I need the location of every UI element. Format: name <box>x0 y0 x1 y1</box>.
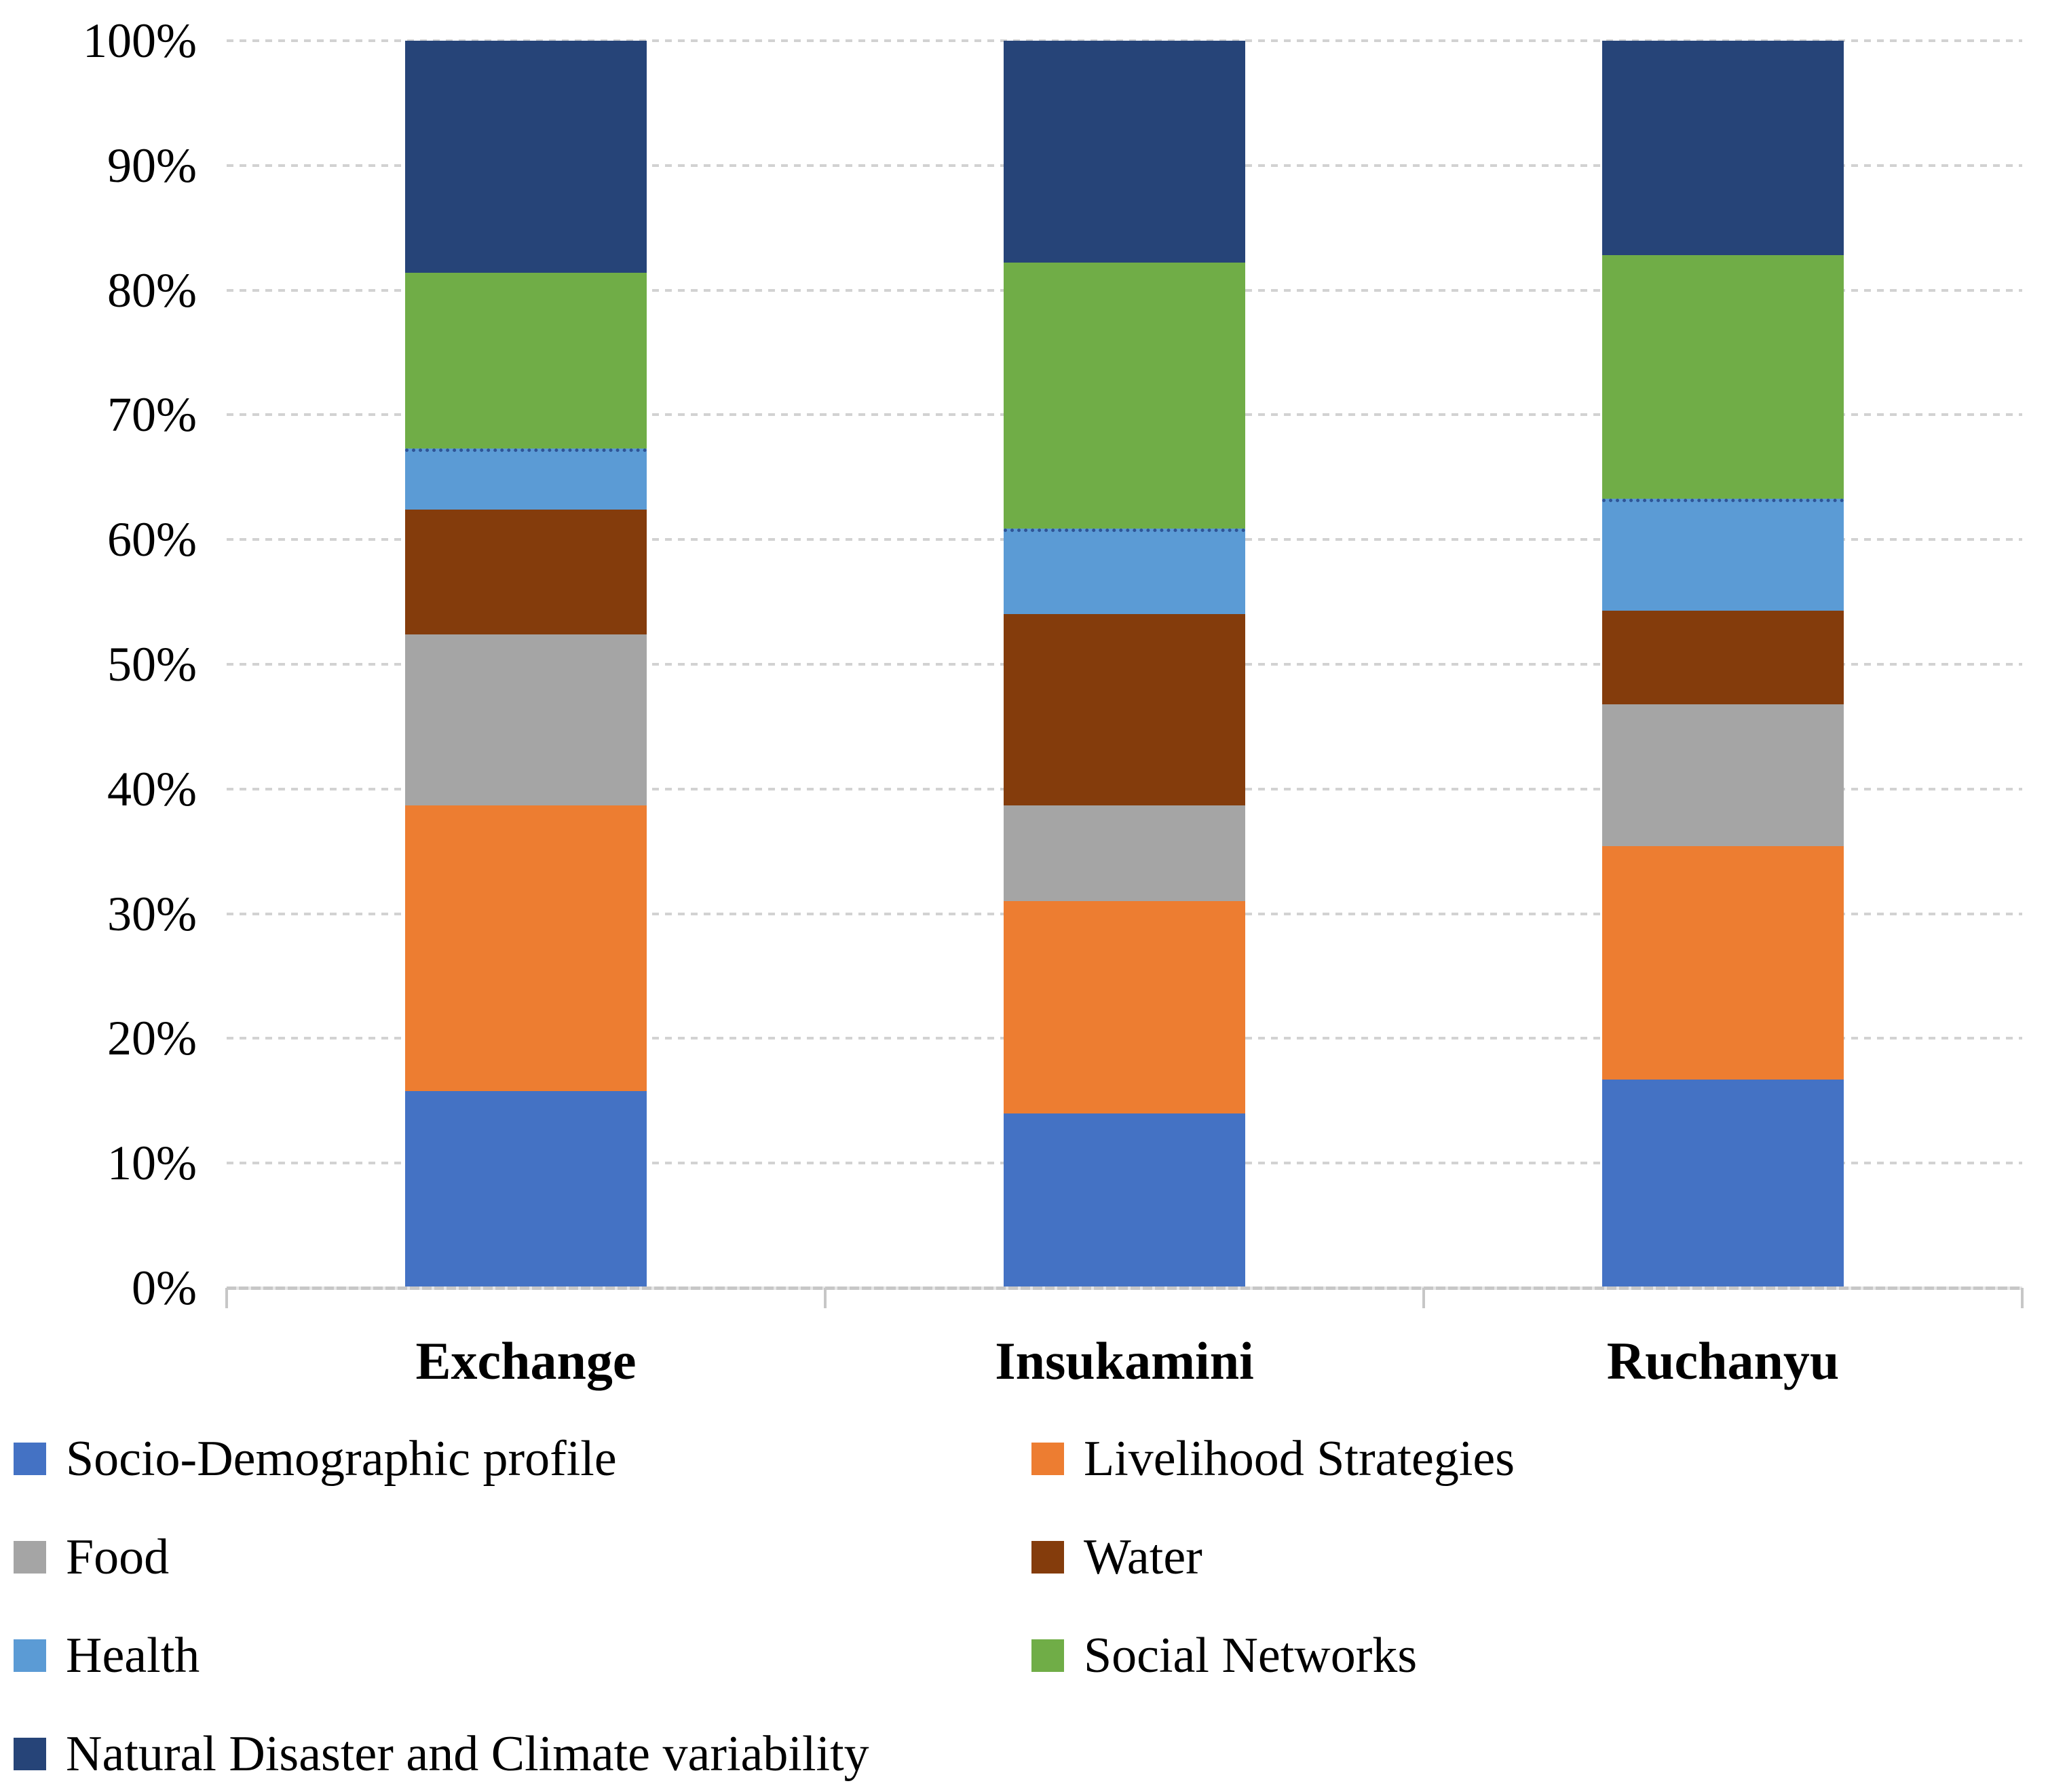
legend-swatch-icon <box>14 1738 46 1770</box>
y-axis-tick-label: 0% <box>132 1261 197 1315</box>
segment-livelihood-strategies <box>405 805 647 1091</box>
y-axis-tick-label: 20% <box>107 1011 197 1066</box>
legend-swatch-icon <box>1031 1639 1064 1672</box>
y-axis-tick-label: 60% <box>107 512 197 567</box>
segment-natural-disaster-and-climate-variability <box>1004 41 1245 263</box>
bar-ruchanyu <box>1602 41 1844 1288</box>
legend-swatch-icon <box>14 1639 46 1672</box>
legend-label: Natural Disaster and Climate variability <box>66 1726 869 1782</box>
segment-natural-disaster-and-climate-variability <box>1602 41 1844 256</box>
bar-exchange <box>405 41 647 1288</box>
segment-social-networks <box>1602 255 1844 499</box>
legend-label: Health <box>66 1628 200 1683</box>
segment-water <box>1602 610 1844 704</box>
segment-livelihood-strategies <box>1004 901 1245 1113</box>
x-axis-tick <box>1422 1288 1425 1308</box>
segment-health <box>405 449 647 510</box>
segment-food <box>405 634 647 805</box>
legend-label: Livelihood Strategies <box>1084 1431 1515 1487</box>
legend-label: Food <box>66 1529 170 1585</box>
segment-natural-disaster-and-climate-variability <box>405 41 647 273</box>
segment-socio-demographic-profile <box>405 1090 647 1288</box>
y-axis-tick-label: 30% <box>107 886 197 941</box>
segment-health <box>1004 528 1245 615</box>
category-label-exchange: Exchange <box>415 1331 637 1390</box>
y-axis-tick-label: 80% <box>107 263 197 318</box>
legend-label: Water <box>1084 1529 1202 1585</box>
x-axis-tick <box>824 1288 827 1308</box>
y-axis-tick-label: 70% <box>107 387 197 442</box>
segment-livelihood-strategies <box>1602 846 1844 1080</box>
x-axis-line <box>227 1286 2022 1290</box>
legend-swatch-icon <box>1031 1443 1064 1475</box>
segment-health <box>1602 498 1844 611</box>
y-axis-tick-label: 10% <box>107 1136 197 1191</box>
legend-swatch-icon <box>1031 1541 1064 1574</box>
legend-label: Socio-Demographic profile <box>66 1431 617 1487</box>
segment-social-networks <box>405 272 647 449</box>
segment-socio-demographic-profile <box>1602 1080 1844 1288</box>
x-axis-tick <box>2021 1288 2024 1308</box>
y-axis-tick-label: 90% <box>107 138 197 193</box>
segment-social-networks <box>1004 263 1245 529</box>
legend-swatch-icon <box>14 1443 46 1475</box>
category-label-ruchanyu: Ruchanyu <box>1606 1331 1840 1390</box>
segment-food <box>1602 704 1844 847</box>
segment-socio-demographic-profile <box>1004 1113 1245 1288</box>
bar-insukamini <box>1004 41 1245 1288</box>
y-axis-tick-label: 40% <box>107 761 197 816</box>
segment-water <box>405 510 647 634</box>
legend-label: Social Networks <box>1084 1628 1418 1683</box>
category-label-insukamini: Insukamini <box>995 1331 1254 1390</box>
segment-food <box>1004 805 1245 902</box>
legend-swatch-icon <box>14 1541 46 1574</box>
segment-water <box>1004 614 1245 805</box>
y-axis-tick-label: 50% <box>107 637 197 691</box>
y-axis-tick-label: 100% <box>83 14 197 68</box>
x-axis-tick <box>225 1288 228 1308</box>
